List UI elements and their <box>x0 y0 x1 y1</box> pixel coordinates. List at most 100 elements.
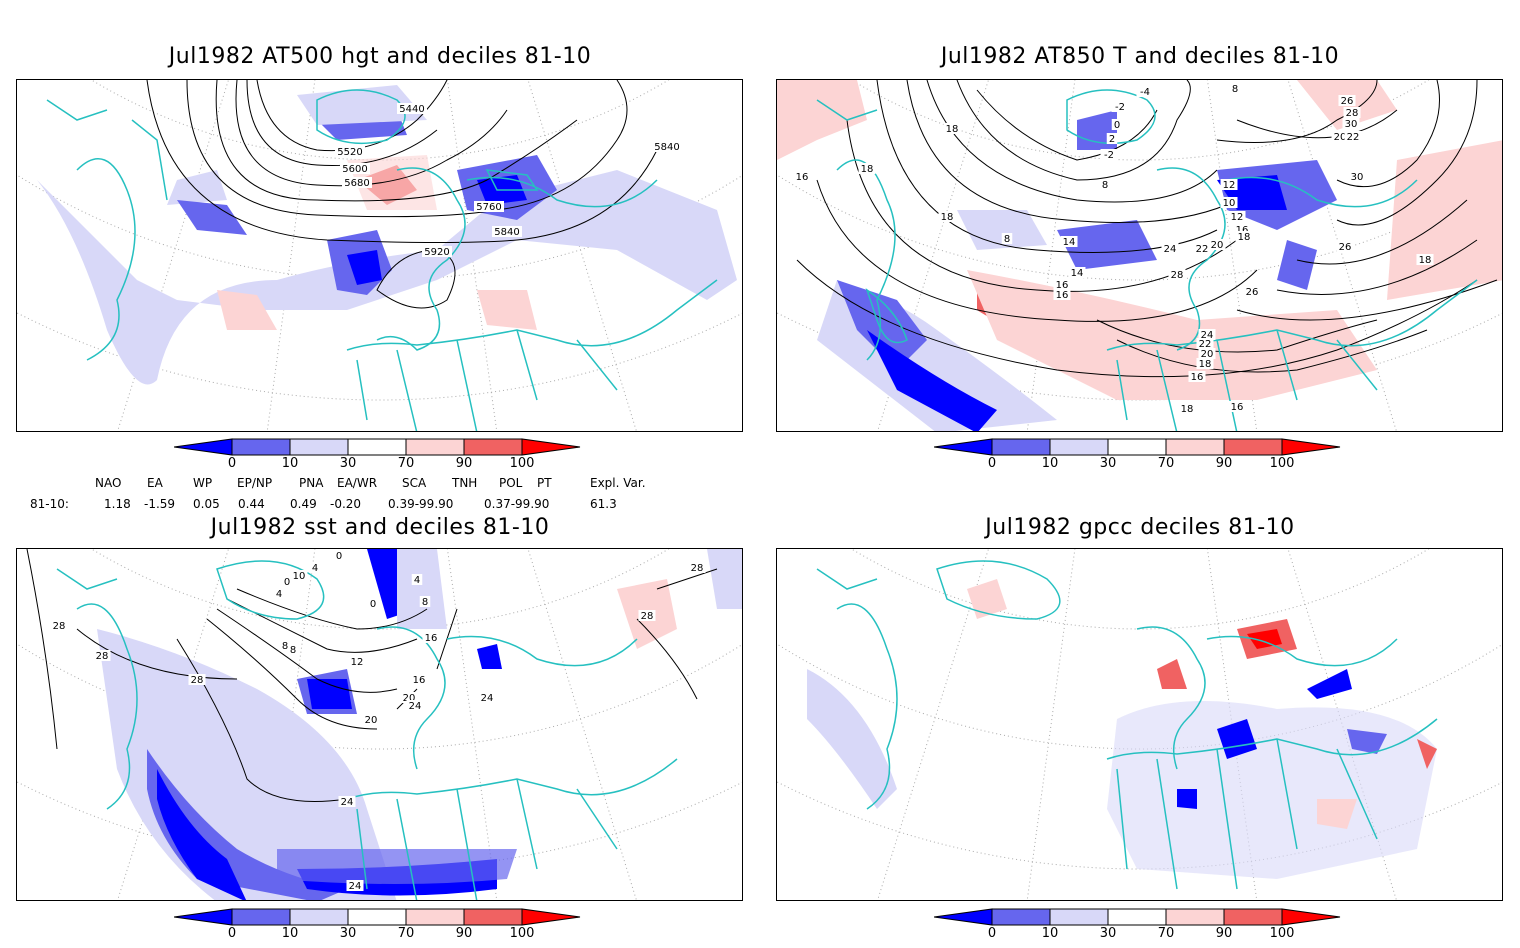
contour-label: 22 <box>1199 339 1212 350</box>
contour-label: 5840 <box>654 142 679 153</box>
contour-label: 24 <box>349 881 362 892</box>
contour-label-bg <box>1111 101 1129 112</box>
contour-label-bg <box>188 674 206 685</box>
contour-label: 22 <box>1347 132 1360 143</box>
colorbar-tick-label: 0 <box>227 926 237 941</box>
contour-label-bg <box>338 796 356 807</box>
contour-label: 4 <box>312 563 318 574</box>
decile-shading <box>37 85 737 385</box>
coastline <box>816 560 1438 890</box>
contour-label-bg <box>410 674 428 685</box>
contour-label: 18 <box>861 164 874 175</box>
contour-label: 18 <box>941 212 954 223</box>
contour-label-bg <box>362 714 380 725</box>
contour-label-bg <box>1338 95 1356 106</box>
panel-title-850t: Jul1982 AT850 T and deciles 81-10 <box>940 44 1340 69</box>
contour-label-bg <box>1068 267 1086 278</box>
contour-label-bg <box>1106 133 1118 144</box>
contour-label: 20 <box>1201 349 1214 360</box>
contour-label: 5440 <box>399 104 424 115</box>
contour-label: 26 <box>1341 96 1354 107</box>
colorbar-tick-label: 70 <box>1157 456 1175 471</box>
contour-label: 16 <box>796 172 809 183</box>
contour-label-bg <box>419 596 431 607</box>
colorbar-bottom-right: 0 10 30 70 90 100 <box>933 908 1354 948</box>
contour-label: 28 <box>1171 270 1184 281</box>
map-panel-500hgt: 5440 5520 5600 5680 5760 5840 5840 5920 <box>16 79 743 432</box>
map-panel-gpcc <box>776 548 1503 901</box>
colorbar-arrow-high <box>521 908 581 926</box>
contour-label: 18 <box>1199 359 1212 370</box>
colorbar-segment <box>347 908 407 926</box>
contour-label-bg <box>279 640 291 651</box>
index-value: -0.20 <box>330 497 362 511</box>
contour-label: 12 <box>351 657 364 668</box>
contour-label-bg <box>1198 329 1216 340</box>
colorbar-segment <box>1223 438 1283 456</box>
contour-label: 30 <box>1351 172 1364 183</box>
colorbar-tick-label: 30 <box>339 456 357 471</box>
contour-label: 8 <box>422 597 428 608</box>
contour-label-bg <box>1228 211 1246 222</box>
contour-label: -2 <box>1104 150 1114 161</box>
contour-label-bg <box>348 656 366 667</box>
colorbar-arrow-high <box>521 438 581 456</box>
colorbar-segment <box>405 438 465 456</box>
index-header: PNA <box>299 476 324 490</box>
precip-decile-patches <box>807 579 1437 879</box>
colorbar-arrow-low <box>173 438 233 456</box>
contour-label-bg <box>335 146 365 157</box>
contour-label: 5840 <box>494 227 519 238</box>
colorbar-tick-label: 90 <box>1215 456 1233 471</box>
contour-label: 20 <box>1334 132 1347 143</box>
contour-label: 26 <box>1339 242 1352 253</box>
contour-label-bg <box>1220 179 1238 190</box>
contour-label-bg <box>943 123 961 134</box>
contour-label: 28 <box>53 621 66 632</box>
colorbar-tick-label: 100 <box>1269 456 1295 471</box>
index-header: TNH <box>452 476 478 490</box>
contour-label-bg <box>1100 149 1118 160</box>
contour-label: 5680 <box>344 178 369 189</box>
contour-label-bg <box>1235 231 1253 242</box>
colorbar-segment <box>289 438 349 456</box>
contour-label: 18 <box>1238 232 1251 243</box>
colorbar-tick-label: 70 <box>397 926 415 941</box>
contour-label: 24 <box>481 693 494 704</box>
index-value: 1.18 <box>104 497 131 511</box>
contour-label: 18 <box>946 124 959 135</box>
index-header: POL <box>499 476 523 490</box>
contour-label: 0 <box>336 551 342 562</box>
colorbar-tick-label: 100 <box>1269 926 1295 941</box>
contour-label-bg <box>858 163 876 174</box>
colorbar-tick-label: 0 <box>227 456 237 471</box>
index-value: 0.05 <box>193 497 220 511</box>
contour-label-bg <box>938 211 956 222</box>
colorbar-segment <box>1223 908 1283 926</box>
index-header: WP <box>193 476 213 490</box>
contour-label-bg <box>1111 119 1123 130</box>
panel-title-gpcc: Jul1982 gpcc deciles 81-10 <box>985 515 1295 540</box>
contour-label: 16 <box>1056 290 1069 301</box>
contour-label-bg <box>367 598 379 609</box>
contour-label-bg <box>652 141 682 152</box>
contour-label: -2 <box>1115 102 1125 113</box>
contour-label: 16 <box>425 633 438 644</box>
contour-label-bg <box>1053 289 1071 300</box>
contour-label-bg <box>1161 243 1179 254</box>
contour-label-bg <box>1343 107 1361 118</box>
contour-label-bg <box>1233 224 1251 235</box>
contour-label-bg <box>346 880 364 891</box>
contour-label: 16 <box>1056 280 1069 291</box>
panel-title-500hgt: Jul1982 AT500 hgt and deciles 81-10 <box>168 44 592 69</box>
contour-label-bg <box>422 246 452 257</box>
contour-label: 18 <box>1181 404 1194 415</box>
contour-label: 4 <box>276 589 282 600</box>
colorbar-tick-label: 70 <box>397 456 415 471</box>
contour-label: 8 <box>1102 180 1108 191</box>
contour-label: 16 <box>1191 372 1204 383</box>
colorbar-segment <box>1107 438 1167 456</box>
index-header: Expl. Var. <box>590 476 646 490</box>
contour-label-bg <box>1178 403 1196 414</box>
contour-label: 0 <box>284 577 290 588</box>
